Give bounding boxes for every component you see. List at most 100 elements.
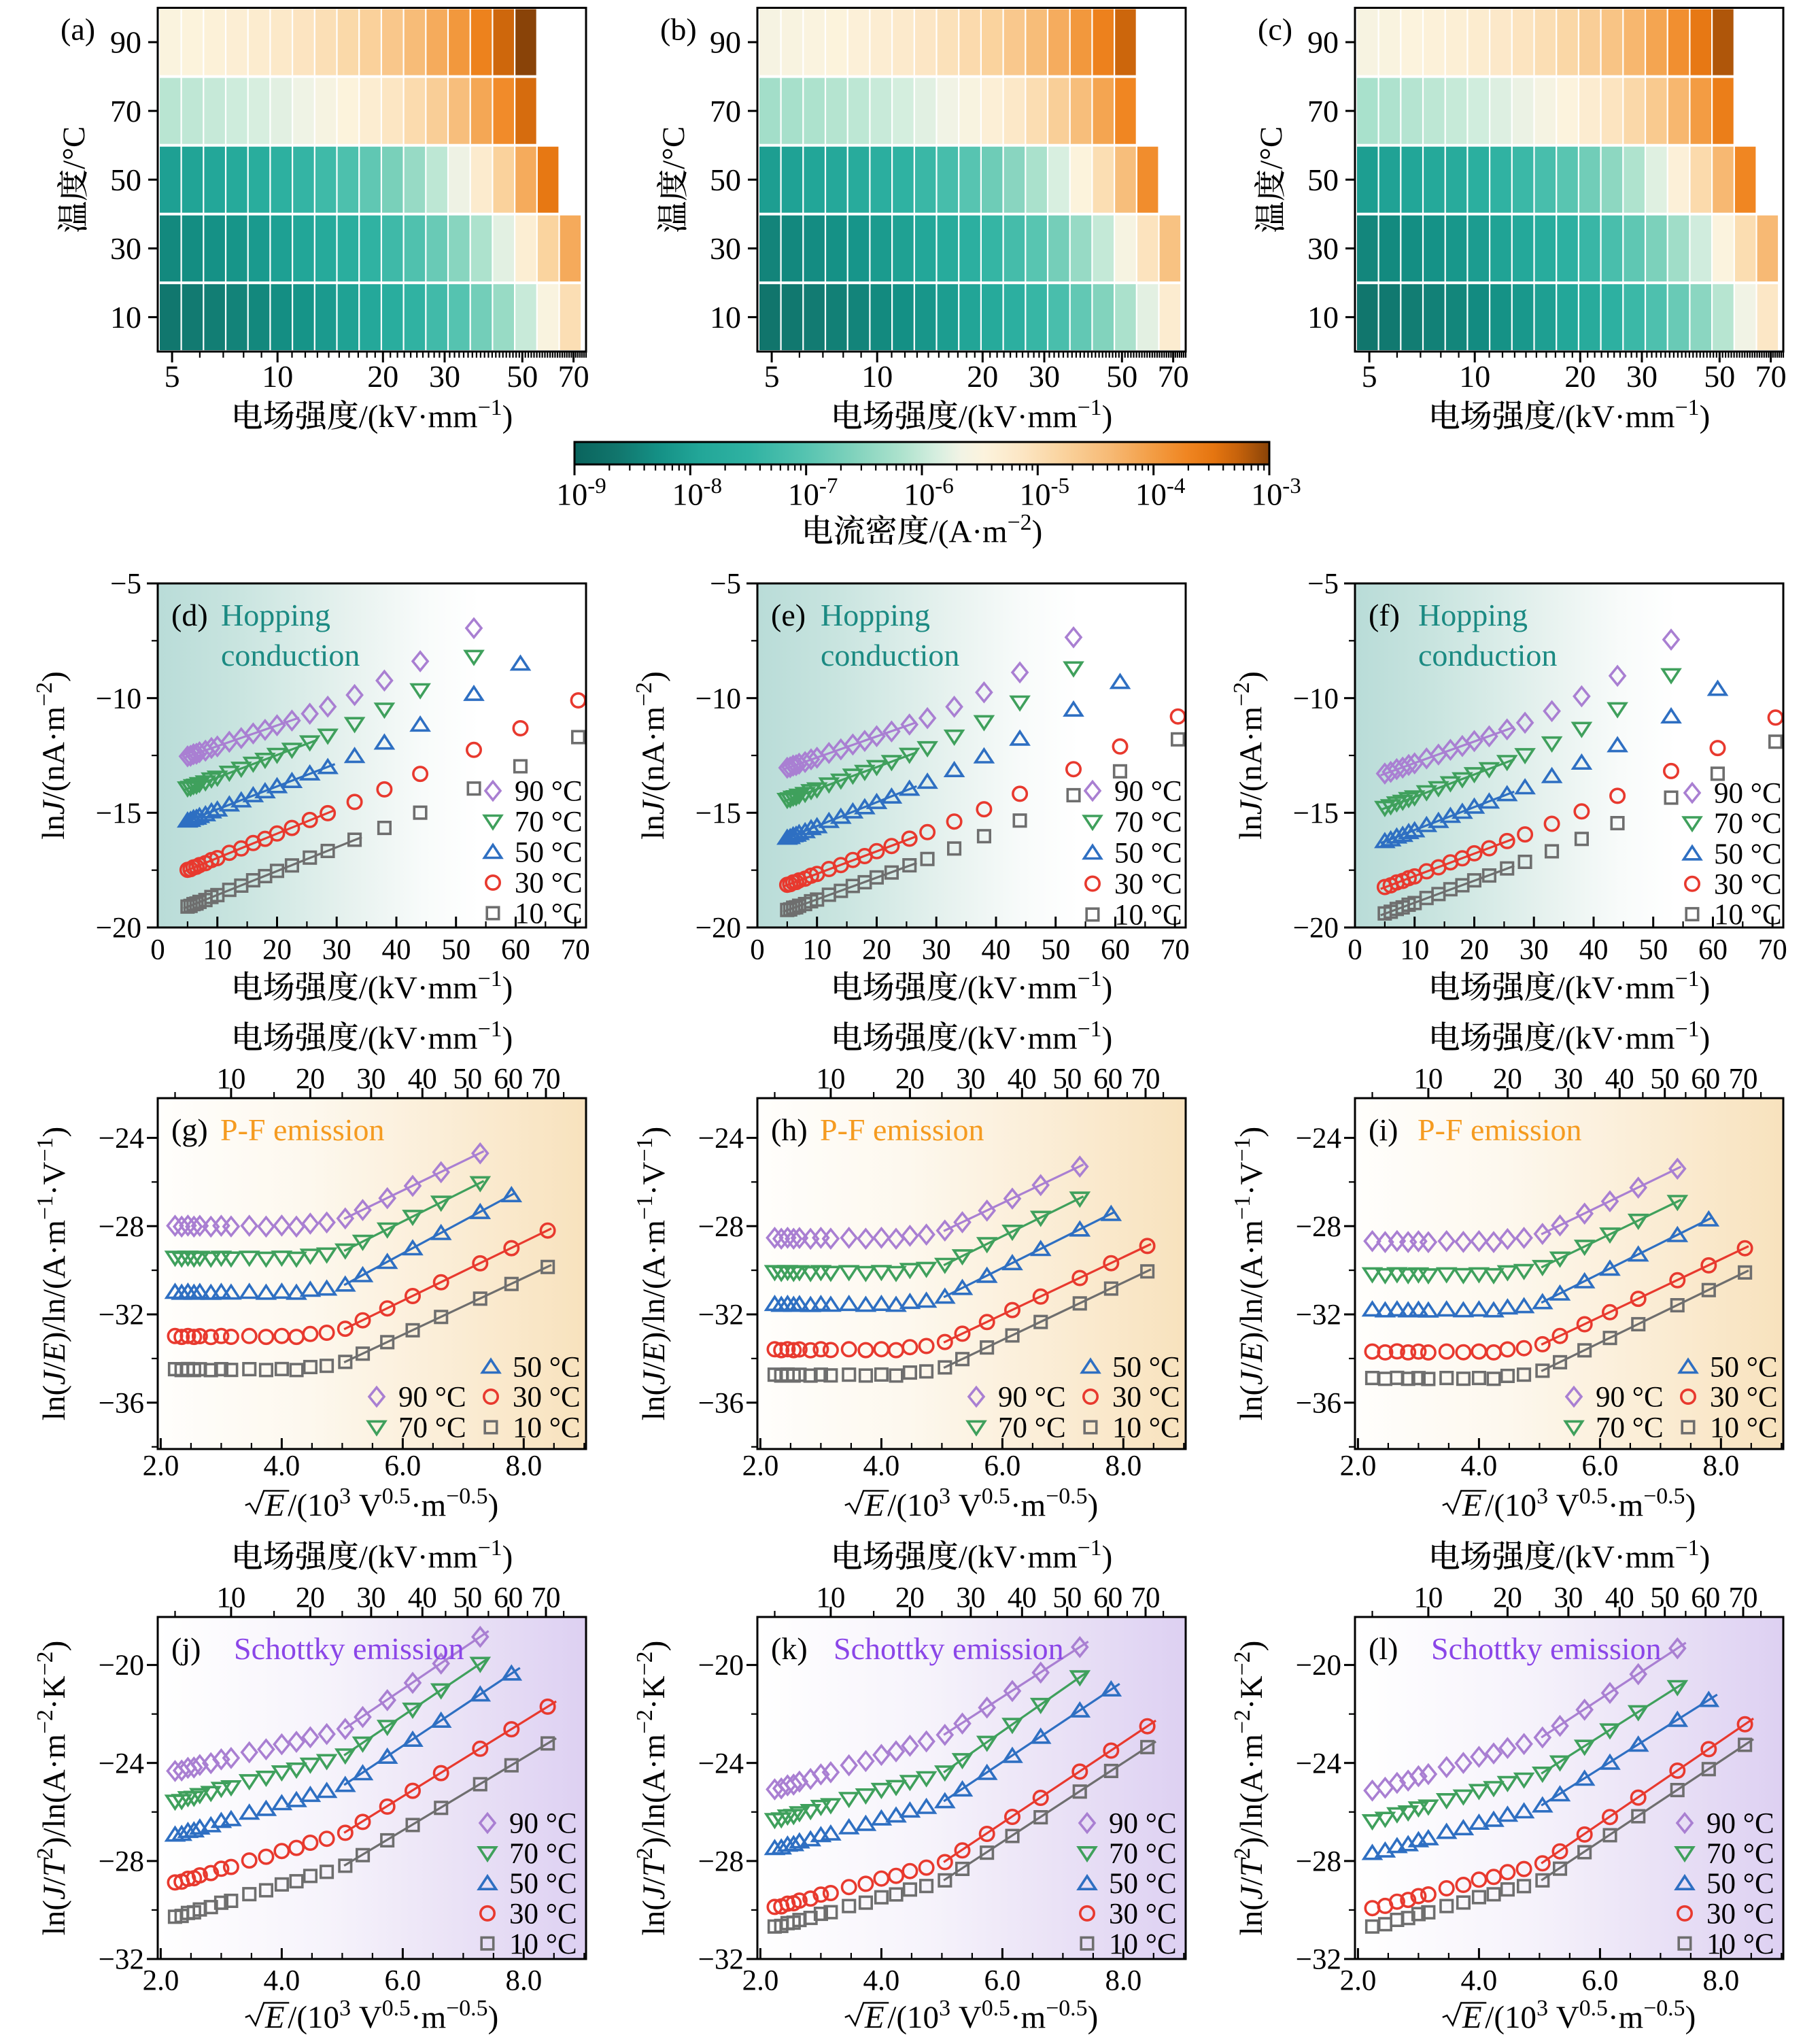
svg-text:mm: mm (1028, 1539, 1078, 1575)
svg-text:10: 10 (1400, 934, 1429, 966)
svg-text:·: · (636, 1245, 672, 1256)
svg-text:50: 50 (441, 934, 470, 966)
svg-text:6.0: 6.0 (385, 1450, 422, 1482)
svg-text:E: E (1462, 2000, 1482, 2035)
svg-text:mm: mm (1028, 399, 1078, 435)
svg-text:−24: −24 (1296, 1748, 1341, 1779)
svg-text:−0.5: −0.5 (446, 1484, 487, 1509)
svg-text:mm: mm (1626, 1539, 1675, 1575)
svg-text:10: 10 (788, 477, 819, 512)
svg-text:/(kV: /(kV (959, 970, 1017, 1006)
svg-text:m: m (1234, 1220, 1269, 1245)
svg-text:/: / (1234, 1876, 1269, 1886)
svg-text:−20: −20 (1293, 913, 1339, 944)
svg-text:m: m (36, 706, 71, 732)
svg-text:−2: −2 (1229, 682, 1254, 706)
svg-text:(i): (i) (1369, 1112, 1398, 1147)
svg-text:10: 10 (1459, 359, 1490, 394)
svg-text:E: E (264, 1488, 285, 1523)
svg-text:mm: mm (1028, 970, 1078, 1006)
svg-text:m: m (1619, 1488, 1644, 1523)
svg-text:−0.5: −0.5 (1643, 1996, 1685, 2021)
svg-text:−1: −1 (1675, 966, 1700, 991)
svg-text:30: 30 (356, 1063, 385, 1095)
svg-text:50: 50 (1052, 1582, 1082, 1614)
svg-text:): ) (1088, 2000, 1099, 2035)
svg-text:): ) (502, 1021, 513, 1056)
svg-text:−32: −32 (698, 1299, 744, 1331)
svg-text:/(10: /(10 (887, 2000, 939, 2035)
svg-text:6.0: 6.0 (385, 1965, 422, 1997)
svg-text:2.0: 2.0 (1340, 1450, 1377, 1482)
svg-text:4.0: 4.0 (863, 1450, 900, 1482)
svg-text:70 °C: 70 °C (1109, 1838, 1177, 1870)
svg-text:V: V (1548, 2000, 1579, 2035)
svg-text:m: m (422, 1488, 447, 1523)
svg-text:10 °C: 10 °C (513, 1412, 581, 1444)
svg-text:E: E (1462, 1488, 1482, 1523)
svg-text:): ) (502, 1539, 513, 1575)
svg-text:10: 10 (861, 359, 893, 394)
svg-text:·: · (37, 1185, 72, 1195)
svg-text:−20: −20 (99, 1650, 144, 1682)
svg-text:): ) (1685, 2000, 1696, 2035)
svg-text:50 °C: 50 °C (1112, 1352, 1180, 1384)
svg-text:70: 70 (1729, 1063, 1758, 1095)
svg-text:Hopping: Hopping (221, 598, 330, 632)
svg-text:)/ln/(A: )/ln/(A (636, 1255, 672, 1342)
svg-text:40: 40 (1579, 934, 1609, 966)
svg-text:50: 50 (1638, 934, 1668, 966)
svg-text:10: 10 (216, 1582, 245, 1614)
svg-text:): ) (1685, 1488, 1696, 1523)
svg-text:m: m (37, 1734, 72, 1759)
svg-text:ln(: ln( (636, 1385, 672, 1420)
svg-text:−1: −1 (632, 1138, 657, 1162)
svg-text:/: / (656, 160, 691, 169)
svg-text:E: E (864, 1488, 885, 1523)
svg-text:−2: −2 (632, 1651, 657, 1675)
svg-text:): ) (1102, 399, 1113, 435)
svg-text:8.0: 8.0 (506, 1965, 543, 1997)
svg-text:−15: −15 (96, 798, 141, 830)
svg-text:ln(: ln( (37, 1900, 72, 1935)
svg-text:20: 20 (1493, 1582, 1522, 1614)
svg-text:/: / (636, 1876, 672, 1886)
svg-text:5: 5 (165, 359, 180, 394)
svg-text:mm: mm (428, 399, 478, 435)
svg-text:10: 10 (110, 300, 141, 335)
svg-text:/(10: /(10 (887, 1488, 939, 1523)
svg-text:/: / (636, 1361, 672, 1371)
svg-text:20: 20 (895, 1063, 925, 1095)
svg-text:0.5: 0.5 (1579, 1996, 1608, 2021)
svg-text:−28: −28 (99, 1846, 144, 1878)
svg-text:6.0: 6.0 (984, 1450, 1021, 1482)
svg-text:40: 40 (408, 1582, 437, 1614)
svg-text:): ) (502, 970, 513, 1006)
svg-text:10 °C: 10 °C (1109, 1928, 1177, 1960)
svg-text:−1: −1 (1675, 1535, 1700, 1561)
svg-text:P-F emission: P-F emission (220, 1112, 385, 1147)
svg-text:30: 30 (1553, 1582, 1583, 1614)
svg-text:30: 30 (1029, 359, 1060, 394)
svg-text:): ) (1234, 1127, 1269, 1138)
svg-text:)/ln(A: )/ln(A (37, 1769, 72, 1847)
svg-text:m: m (37, 1220, 72, 1245)
svg-text:10: 10 (203, 934, 232, 966)
svg-text:): ) (488, 2000, 499, 2035)
svg-text:(h): (h) (771, 1112, 808, 1147)
svg-text:−20: −20 (96, 913, 141, 944)
svg-text:−36: −36 (99, 1388, 144, 1420)
svg-text:70: 70 (1131, 1063, 1161, 1095)
svg-text:3: 3 (939, 1996, 950, 2021)
svg-text:30: 30 (710, 231, 741, 266)
svg-text:50: 50 (453, 1582, 482, 1614)
svg-text:−28: −28 (99, 1211, 144, 1243)
svg-text:/(kV: /(kV (959, 1539, 1017, 1575)
svg-text:m: m (1021, 1488, 1046, 1523)
svg-text:·: · (1017, 970, 1028, 1006)
svg-text:0.5: 0.5 (382, 1484, 411, 1509)
svg-text:−0.5: −0.5 (1046, 1996, 1087, 2021)
svg-text:): ) (37, 1127, 72, 1138)
svg-text:−2: −2 (1230, 1651, 1255, 1675)
svg-text:/: / (56, 160, 92, 169)
